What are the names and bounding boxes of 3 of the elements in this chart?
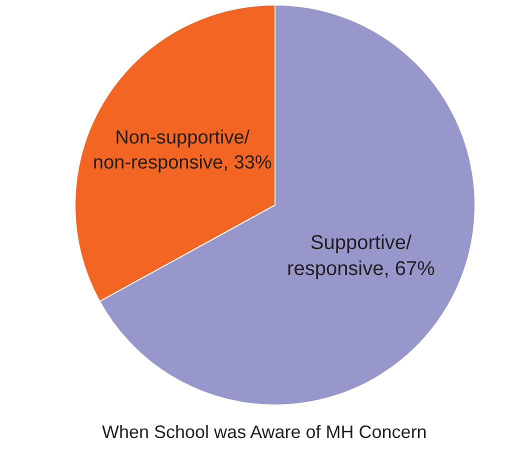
text: When School was Aware of MH Concern [102,422,427,442]
slice-label: Supportive/responsive, 67% [287,232,436,280]
slice-label: Non-supportive/non-responsive, 33% [92,128,272,174]
